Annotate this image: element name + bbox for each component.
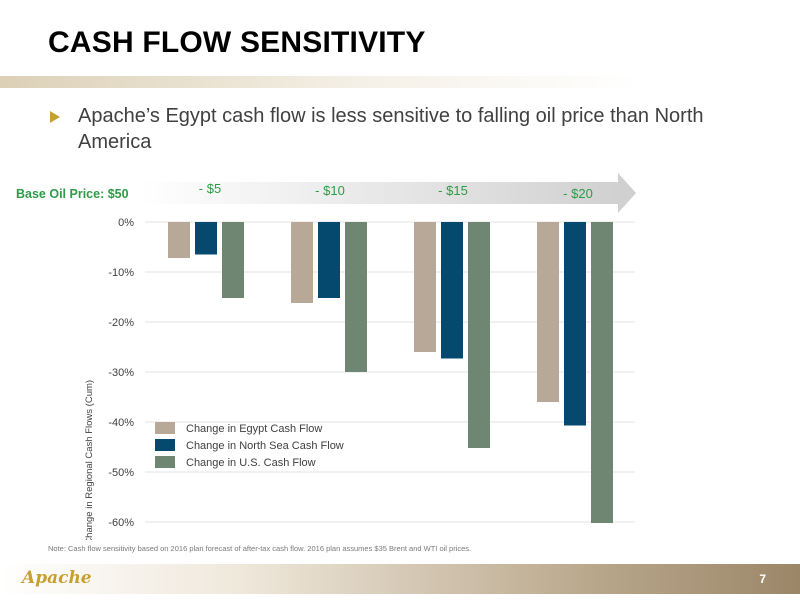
bullet-arrow-icon <box>50 111 60 123</box>
bar <box>591 222 613 523</box>
legend-label: Change in Egypt Cash Flow <box>186 423 322 435</box>
bar <box>195 222 217 255</box>
legend-label: Change in U.S. Cash Flow <box>186 457 316 469</box>
y-tick-label: 0% <box>118 217 134 229</box>
base-oil-price-label: Base Oil Price: $50 <box>16 187 129 201</box>
y-axis-label: Percent Change in Regional Cash Flows (C… <box>84 380 95 540</box>
footer-band <box>0 564 800 594</box>
title-underline-band <box>0 76 800 88</box>
bar <box>222 222 244 298</box>
bar <box>291 222 313 303</box>
legend: Change in Egypt Cash Flow Change in North… <box>155 422 344 469</box>
y-tick-label: -60% <box>108 517 134 529</box>
y-tick-label: -20% <box>108 317 134 329</box>
legend-swatch <box>155 439 175 451</box>
category-label: - $20 <box>563 186 593 201</box>
y-tick-label: -50% <box>108 467 134 479</box>
page-number: 7 <box>759 572 766 586</box>
bar <box>468 222 490 448</box>
y-tick-label: -10% <box>108 267 134 279</box>
category-label: - $15 <box>438 183 468 198</box>
bar <box>345 222 367 372</box>
price-decline-arrow <box>140 173 636 213</box>
bar <box>168 222 190 258</box>
bar <box>537 222 559 402</box>
cash-flow-bar-chart: Base Oil Price: $50 0% -10% -20% -30% -40% -5… <box>16 173 636 540</box>
bar <box>414 222 436 352</box>
bar <box>318 222 340 298</box>
apache-logo: Apache <box>22 568 92 588</box>
bars <box>168 222 613 523</box>
price-arrow-group: Base Oil Price: $50 <box>16 173 636 213</box>
bar <box>441 222 463 359</box>
y-axis-ticks: 0% -10% -20% -30% -40% -50% -60% <box>108 217 134 529</box>
bullet-text: Apache’s Egypt cash flow is less sensiti… <box>78 105 704 153</box>
legend-swatch <box>155 456 175 468</box>
footnote: Note: Cash flow sensitivity based on 201… <box>48 544 472 553</box>
category-label: - $10 <box>315 183 345 198</box>
legend-label: Change in North Sea Cash Flow <box>186 440 344 452</box>
category-labels: - $5 - $10 - $15 - $20 <box>199 181 593 201</box>
y-tick-label: -40% <box>108 417 134 429</box>
y-tick-label: -30% <box>108 367 134 379</box>
grid-lines <box>145 221 635 523</box>
category-label: - $5 <box>199 181 221 196</box>
legend-swatch <box>155 422 175 434</box>
bar <box>564 222 586 426</box>
slide-title: CASH FLOW SENSITIVITY <box>48 26 426 59</box>
